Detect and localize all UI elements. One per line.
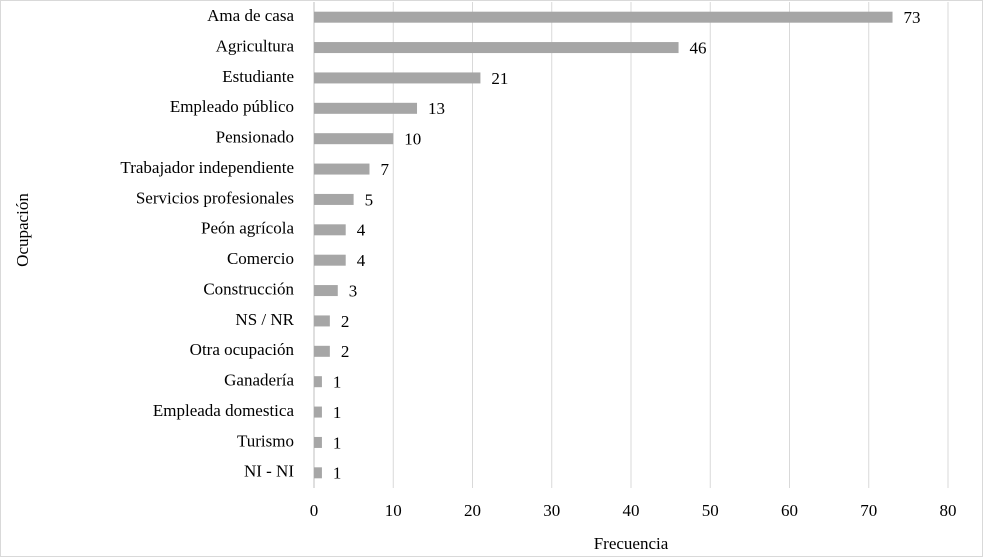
data-label: 1 <box>333 433 342 452</box>
bar <box>314 345 330 357</box>
y-tick-label: Pensionado <box>216 128 294 147</box>
x-tick-label: 10 <box>385 501 402 520</box>
bar <box>314 72 481 84</box>
data-label: 2 <box>341 342 350 361</box>
data-label: 1 <box>333 464 342 483</box>
bar <box>314 467 322 479</box>
bar <box>314 102 418 114</box>
y-tick-label: Estudiante <box>222 67 294 86</box>
bar <box>314 42 679 54</box>
y-tick-label: Peón agrícola <box>201 219 294 238</box>
x-axis-label: Frecuencia <box>594 534 669 553</box>
y-tick-label: Trabajador independiente <box>120 158 294 177</box>
x-tick-label: 20 <box>464 501 481 520</box>
y-tick-label: NI - NI <box>244 462 294 481</box>
y-tick-label: Agricultura <box>216 36 295 55</box>
x-tick-label: 50 <box>702 501 719 520</box>
bar <box>314 436 322 448</box>
data-label: 7 <box>380 160 389 179</box>
bar <box>314 11 893 23</box>
y-tick-label: Empleada domestica <box>153 401 295 420</box>
y-tick-label: Otra ocupación <box>190 340 295 359</box>
y-axis-label: Ocupación <box>13 193 32 267</box>
data-label: 13 <box>428 99 445 118</box>
x-tick-label: 40 <box>623 501 640 520</box>
data-label: 4 <box>357 251 366 270</box>
y-tick-label: Ganadería <box>224 371 294 390</box>
data-label: 1 <box>333 403 342 422</box>
x-tick-label: 60 <box>781 501 798 520</box>
bar <box>314 315 330 327</box>
bar <box>314 163 370 175</box>
data-label: 1 <box>333 373 342 392</box>
bar <box>314 193 354 205</box>
data-label: 4 <box>357 221 366 240</box>
data-label: 73 <box>904 8 921 27</box>
bar <box>314 224 346 236</box>
bar <box>314 133 394 145</box>
y-tick-label: Servicios profesionales <box>136 188 294 207</box>
y-tick-label: Construcción <box>203 279 294 298</box>
data-label: 3 <box>349 281 358 300</box>
x-tick-label: 70 <box>860 501 877 520</box>
y-tick-label: Comercio <box>227 249 294 268</box>
bar <box>314 376 322 388</box>
x-tick-label: 80 <box>940 501 957 520</box>
y-tick-label: Turismo <box>237 431 294 450</box>
x-tick-label: 0 <box>310 501 319 520</box>
bar <box>314 254 346 266</box>
x-tick-label: 30 <box>543 501 560 520</box>
y-tick-label: Empleado público <box>170 97 294 116</box>
y-tick-label: Ama de casa <box>207 6 294 25</box>
data-label: 46 <box>690 38 707 57</box>
bar <box>314 406 322 418</box>
data-label: 5 <box>365 190 374 209</box>
data-label: 10 <box>404 130 421 149</box>
bar <box>314 285 338 297</box>
y-tick-label: NS / NR <box>235 310 294 329</box>
data-label: 2 <box>341 312 350 331</box>
data-label: 21 <box>491 69 508 88</box>
